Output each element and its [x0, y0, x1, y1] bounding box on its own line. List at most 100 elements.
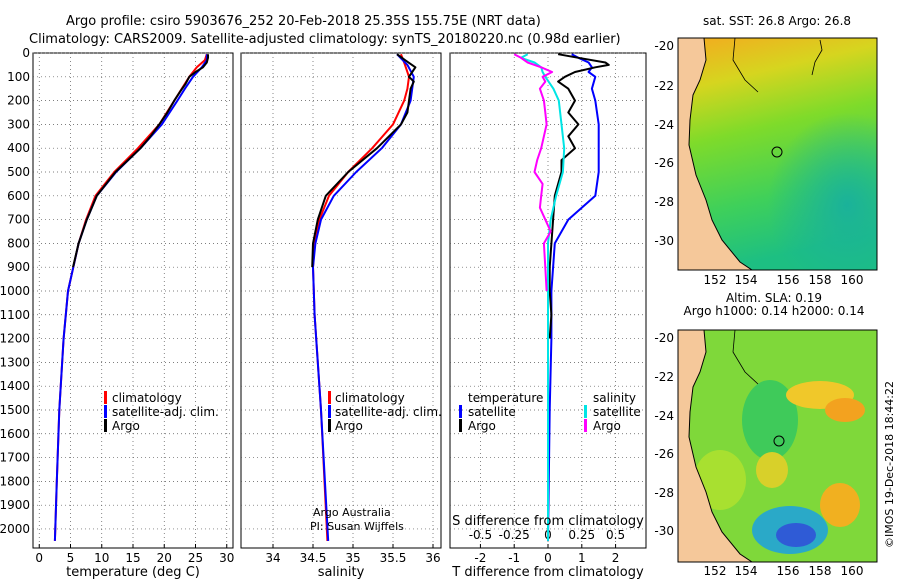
legend-t-satellite: satellite: [468, 405, 516, 419]
x-tick-label: 20: [157, 551, 172, 565]
copyright-timestamp: ©IMOS 19-Dec-2018 18:44:22: [883, 381, 896, 548]
salinity-series: [311, 53, 417, 541]
lon-label: 160: [841, 564, 864, 578]
x-tick-label: 35.5: [380, 551, 407, 565]
series-t-satellite: [547, 53, 600, 541]
lon-label: 156: [777, 273, 800, 287]
lat-label: -22: [654, 79, 674, 93]
x-tick-label: 5: [67, 551, 75, 565]
temperature-panel: 0100200300400500600700800900100011001200…: [0, 46, 234, 580]
sst-map: sat. SST: 26.8 Argo: 26.8 -20 -22 -24 -2…: [654, 14, 878, 287]
land-australia: [678, 330, 753, 562]
legend-temperature-heading: temperature: [468, 391, 543, 405]
sst-lat-labels: -20 -22 -24 -26 -28 -30: [654, 39, 674, 248]
legend-satellite-marker: [328, 405, 331, 418]
x-tick-label: 2: [612, 551, 620, 565]
series-argo: [311, 53, 417, 268]
legend-t-satellite-marker: [459, 405, 462, 418]
s-difference-axis-label: S difference from climatology: [452, 514, 644, 529]
argo-float-marker: [773, 435, 785, 447]
lat-label: -30: [654, 524, 674, 538]
s-tick-label: -0.25: [499, 528, 530, 542]
legend-satellite-marker: [104, 405, 107, 418]
series-t-argo: [548, 53, 610, 339]
lat-label: -24: [654, 409, 674, 423]
depth-tick-label: 1000: [0, 284, 30, 298]
depth-tick-label: 1300: [0, 355, 30, 369]
argo-float-marker: [771, 146, 783, 158]
salinity-axis-label: salinity: [318, 565, 365, 580]
sla-low-eddy-core: [776, 523, 816, 547]
depth-tick-label: 2000: [0, 522, 30, 536]
series-satellite-adj-clim-: [53, 54, 208, 541]
sla-map-frame: [677, 329, 878, 563]
x-tick-label: 0: [35, 551, 43, 565]
legend-s-argo: Argo: [593, 419, 621, 433]
lon-label: 158: [809, 564, 832, 578]
lat-label: -20: [654, 331, 674, 345]
legend-t-argo-marker: [459, 419, 462, 432]
series-s-satellite: [520, 53, 566, 541]
legend-s-satellite-marker: [584, 405, 587, 418]
depth-tick-label: 0: [22, 46, 30, 60]
title-line-2: Climatology: CARS2009. Satellite-adjuste…: [29, 32, 621, 47]
lat-label: -30: [654, 234, 674, 248]
series-s-argo: [513, 53, 554, 292]
legend-argo-marker: [328, 419, 331, 432]
legend-salinity-heading: salinity: [593, 391, 636, 405]
depth-tick-labels: 0 100 200 300 400 500 600 700 800 900 1000 1100 1200…: [0, 46, 30, 536]
x-tick-label: 30: [219, 551, 234, 565]
depth-tick-label: 400: [7, 141, 30, 155]
t-difference-axis-label: T difference from climatology: [451, 565, 644, 580]
sla-patch-3: [756, 452, 788, 488]
x-tick-label: 35: [345, 551, 360, 565]
legend-argo-marker: [104, 419, 107, 432]
series-climatology: [312, 53, 410, 541]
depth-tick-label: 1900: [0, 498, 30, 512]
x-tick-label: 0: [544, 551, 552, 565]
lon-label: 160: [841, 273, 864, 287]
sla-map: Altim. SLA: 0.19 Argo h1000: 0.14 h2000:…: [654, 291, 878, 578]
temperature-axis-label: temperature (deg C): [66, 565, 200, 580]
lon-label: 158: [809, 273, 832, 287]
legend-s-satellite: satellite: [593, 405, 641, 419]
legend-satellite: satellite-adj. clim.: [112, 405, 219, 419]
salinity-tick-labels: 34 34.5 35 35.5 36: [265, 551, 440, 565]
depth-tick-label: 200: [7, 94, 30, 108]
depth-tick-label: 1200: [0, 332, 30, 346]
lat-label: -20: [654, 39, 674, 53]
salinity-grid: [241, 52, 441, 548]
legend-climatology-marker: [328, 391, 331, 404]
reef-outline: [732, 38, 759, 93]
s-tick-label: 0.25: [568, 528, 595, 542]
legend-argo: Argo: [112, 419, 140, 433]
argo-australia-note: Argo Australia: [313, 506, 391, 519]
difference-panel: -2 -1 0 1 2-0.5 -0.25 0 0.25 0.5 temperature sat…: [449, 52, 647, 580]
legend-t-argo: Argo: [468, 419, 496, 433]
depth-tick-label: 900: [7, 260, 30, 274]
legend-climatology: climatology: [112, 391, 182, 405]
depth-tick-label: 1400: [0, 379, 30, 393]
x-tick-label: 34: [265, 551, 280, 565]
s-tick-label: -0.5: [469, 528, 492, 542]
depth-tick-label: 100: [7, 70, 30, 84]
s-tick-label: 0.5: [606, 528, 625, 542]
sla-high-core: [825, 398, 865, 422]
lon-label: 156: [777, 564, 800, 578]
lat-label: -24: [654, 118, 674, 132]
sla-lon-labels: 152 154 156 158 160: [704, 564, 864, 578]
x-tick-label: -1: [508, 551, 520, 565]
sla-map-title-1: Altim. SLA: 0.19: [726, 291, 822, 305]
depth-tick-label: 1100: [0, 308, 30, 322]
lon-label: 152: [704, 564, 727, 578]
lon-label: 154: [735, 273, 758, 287]
depth-tick-label: 1800: [0, 474, 30, 488]
difference-tick-labels: -2 -1 0 1 2-0.5 -0.25 0 0.25 0.5: [469, 528, 625, 565]
sst-map-frame: [677, 37, 878, 271]
lat-label: -22: [654, 370, 674, 384]
sst-lon-labels: 152 154 156 158 160: [704, 273, 864, 287]
depth-tick-label: 1700: [0, 451, 30, 465]
depth-tick-label: 300: [7, 117, 30, 131]
depth-tick-label: 1600: [0, 427, 30, 441]
